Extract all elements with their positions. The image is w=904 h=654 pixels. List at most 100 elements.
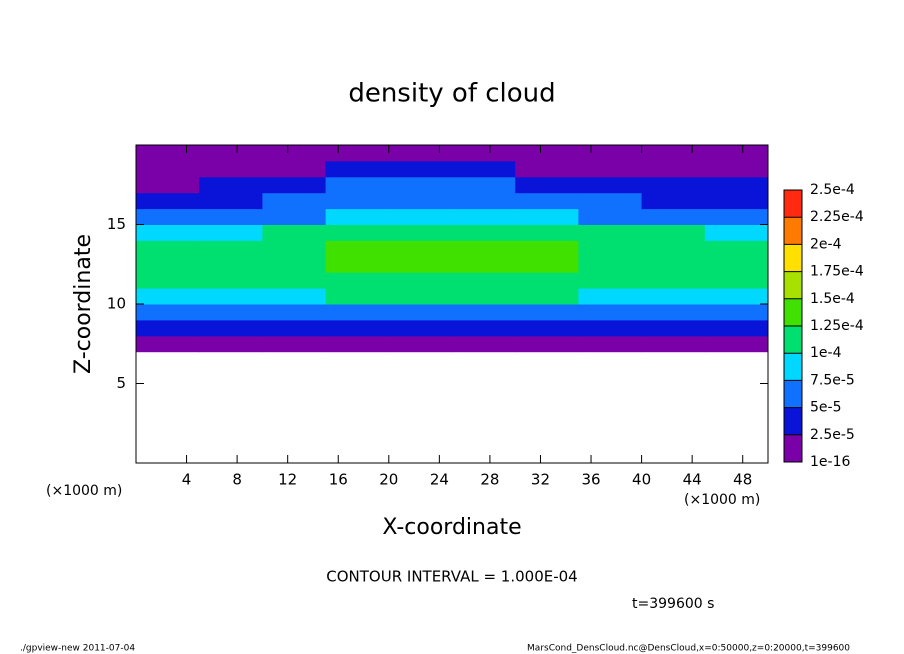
field-cell	[515, 224, 579, 241]
field-cell	[388, 288, 453, 305]
x-tick-label: 24	[430, 471, 449, 489]
x-tick-label: 20	[379, 471, 398, 489]
field-cell	[578, 192, 643, 210]
field-cell	[136, 240, 200, 257]
field-cell	[136, 224, 200, 241]
colorbar-band	[784, 353, 802, 381]
field-cell	[199, 335, 263, 353]
field-cell	[199, 192, 263, 210]
field-cell	[641, 288, 706, 305]
field-cell	[262, 192, 327, 210]
field-cell	[704, 304, 769, 321]
field-cell	[641, 176, 706, 194]
field-cell	[388, 145, 453, 162]
field-cell	[578, 208, 643, 225]
field-cell	[325, 319, 390, 337]
colorbar-band	[784, 244, 802, 272]
field-cell	[199, 288, 263, 305]
x-tick-label: 36	[581, 471, 600, 489]
colorbar-label: 1e-4	[810, 345, 842, 361]
field-cell	[452, 176, 516, 194]
field-cell	[325, 288, 390, 305]
field-cell	[136, 272, 200, 289]
field-cell	[578, 145, 643, 162]
contour-note: CONTOUR INTERVAL = 1.000E-04	[326, 568, 577, 586]
field-cell	[578, 176, 643, 194]
field-cell	[136, 176, 200, 194]
field-cell	[578, 160, 643, 178]
field-cell	[641, 304, 706, 321]
y-tick-label: 5	[116, 374, 126, 392]
colorbar-band	[784, 407, 802, 435]
x-tick-label: 32	[531, 471, 550, 489]
field-cell	[262, 256, 327, 273]
x-unit: (×1000 m)	[46, 483, 122, 499]
field-cell	[199, 319, 263, 337]
field-cell	[641, 208, 706, 225]
field-cell	[578, 319, 643, 337]
field-cell	[452, 224, 516, 241]
y-tick-label: 10	[107, 295, 126, 313]
field-cell	[704, 240, 769, 257]
field-cell	[641, 240, 706, 257]
field-cell	[452, 319, 516, 337]
field-cell	[641, 145, 706, 162]
field-cell	[515, 192, 579, 210]
field-cell	[515, 145, 579, 162]
field-cell	[515, 176, 579, 194]
field-cell	[136, 192, 200, 210]
field-cell	[704, 224, 769, 241]
x-tick-label: 4	[182, 471, 192, 489]
field-cell	[262, 319, 327, 337]
field-cell	[452, 335, 516, 353]
colorbar-label: 2.5e-5	[810, 427, 855, 443]
colorbar-label: 1.25e-4	[810, 318, 864, 334]
field-cell	[704, 160, 769, 178]
x-tick-label: 8	[232, 471, 242, 489]
field-cell	[325, 160, 390, 178]
colorbar-label: 7.5e-5	[810, 372, 855, 388]
field-cell	[578, 335, 643, 353]
field-cell	[325, 256, 390, 273]
field-cell	[515, 319, 579, 337]
field-cell	[388, 176, 453, 194]
field-cell	[199, 145, 263, 162]
field-cell	[262, 304, 327, 321]
field-cell	[704, 192, 769, 210]
time-note: t=399600 s	[632, 596, 714, 612]
field-cell	[262, 240, 327, 257]
field-cell	[452, 208, 516, 225]
colorbar-label: 1.75e-4	[810, 264, 864, 280]
field-cell	[136, 319, 200, 337]
field-cell	[452, 256, 516, 273]
field-cell	[515, 240, 579, 257]
field-cell	[325, 176, 390, 194]
field-cell	[262, 160, 327, 178]
field-cell	[325, 192, 390, 210]
field-cell	[199, 256, 263, 273]
field-cell	[515, 288, 579, 305]
field-cell	[704, 319, 769, 337]
field-cell	[515, 256, 579, 273]
field-cell	[704, 335, 769, 353]
field-cell	[199, 176, 263, 194]
field-cell	[578, 304, 643, 321]
field-cell	[515, 304, 579, 321]
field-cell	[515, 208, 579, 225]
field-cell	[199, 224, 263, 241]
field-cell	[704, 288, 769, 305]
y-axis-label: Z-coordinate	[71, 234, 96, 374]
x-tick-label: 44	[683, 471, 702, 489]
field-cell	[641, 192, 706, 210]
field-cell	[199, 240, 263, 257]
field-cell	[136, 335, 200, 353]
field-cell	[388, 319, 453, 337]
colorbar-band	[784, 434, 802, 462]
footer: ./gpview-new 2011-07-04	[20, 644, 135, 654]
field-cell	[262, 176, 327, 194]
colorbar-label: 2.5e-4	[810, 182, 855, 198]
field-cell	[325, 145, 390, 162]
field-cell	[452, 288, 516, 305]
field-cell	[641, 256, 706, 273]
x-tick-label: 12	[278, 471, 297, 489]
